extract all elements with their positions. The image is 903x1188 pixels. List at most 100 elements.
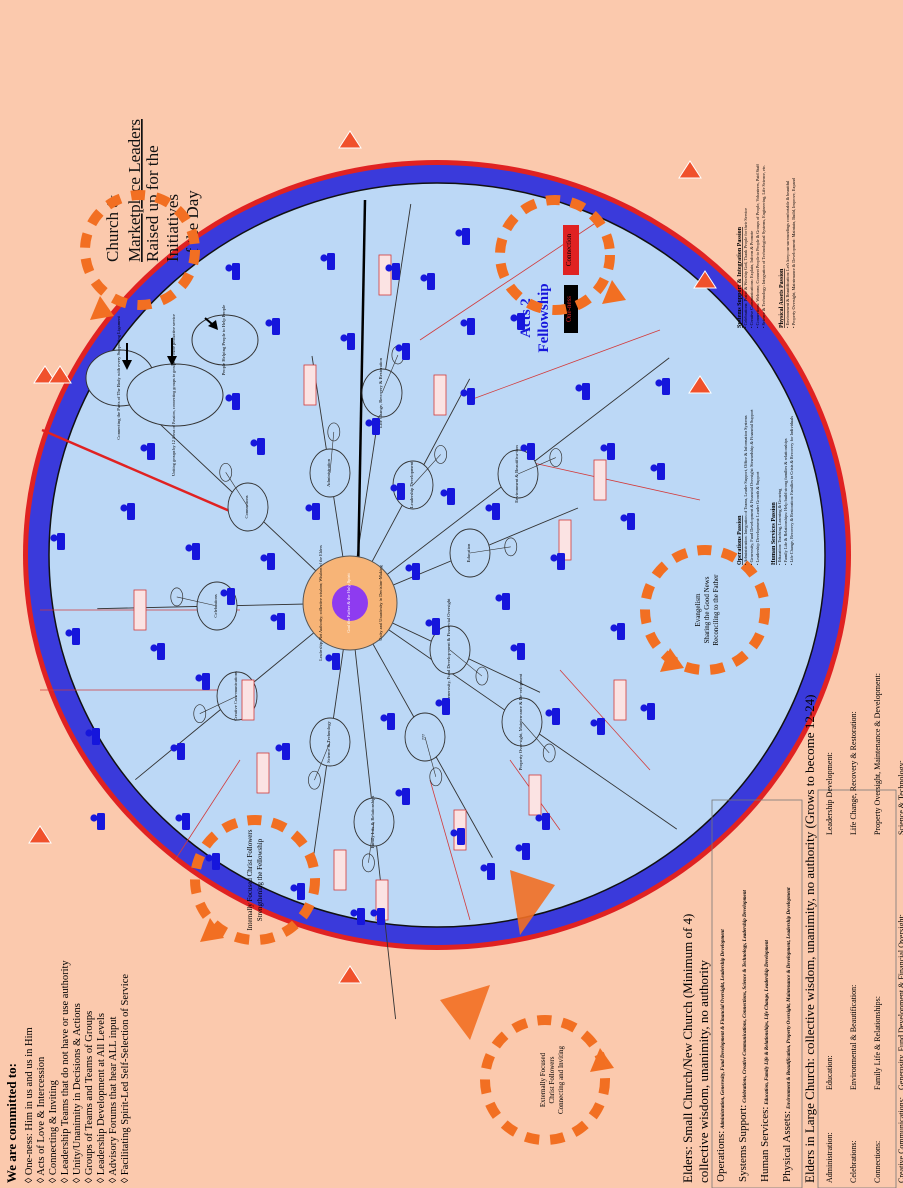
svg-text:Systems Support: Celeb: Systems Support: Celebrations, Creative … [737,890,749,1182]
es-human-label: Human Services: [759,1107,771,1182]
evangelism-line3: Reconciling to the Father [712,574,720,646]
dashed-circle [480,1015,610,1145]
person-icon [420,273,435,290]
dashed-circle [640,545,770,675]
person-icon [655,378,670,395]
ministry-label: Connections [244,495,249,518]
edge-triangle [338,130,362,149]
person-icon [520,443,535,460]
person-icon [650,463,665,480]
edge-triangle [28,825,52,844]
elders-small-block: Elders: Small Church/New Church (Minimum… [680,799,803,1188]
hub-ring-bottom: Unity and Unanimity in Decision-Making [378,565,383,641]
external-line1: Externally Focused [539,1052,547,1107]
person-icon [275,743,290,760]
person-icon [405,563,420,580]
hub-center-label: God the Father & the Holy Spirit [346,573,351,633]
passion-title: Human Services Passion [771,502,777,565]
person-icon [250,438,265,455]
ministry-label: Life Change, Recovery & Restoration [378,357,384,427]
person-icon [325,653,340,670]
evangelism-line2: Sharing the Good News [703,576,711,643]
person-icon [440,488,455,505]
committee-box [241,679,255,721]
svg-text:Physical Assets: Envir: Physical Assets: Environment & Beautific… [781,887,793,1182]
person-icon [590,718,605,735]
elders-large-item: Education: [825,1055,834,1090]
svg-text:Human Services: Educat: Human Services: Education, Family Life &… [759,939,771,1182]
committee-box [613,679,627,721]
person-icon [600,443,615,460]
group-people-helping: People Helping People to Help People [221,305,226,376]
passion-item: • Environment & Beautification: Let's ke… [785,180,790,328]
group-uniting: Uniting groups by 12 Areas of Passion, c… [171,314,177,476]
person-icon [460,388,475,405]
internal-label: Internally Focused Christ Followers Stre… [246,829,264,930]
passion-item: • Creative Communications: Explain, Info… [749,231,755,328]
committee-box [378,254,392,296]
elders-large-item: Property Oversight, Maintenance & Develo… [873,673,882,835]
passion-item: • Property Oversight, Maintenance & Deve… [791,177,797,328]
elders-large-item: Life Change, Recovery & Restoration: [849,711,858,835]
commitment-item: ◊ Groups of Teams and Teams of Groups [84,1011,95,1183]
elders-large-item: Generosity, Fund Development & Financial… [897,914,903,1090]
commitment-item: ◊ One-ness: Him in us and us in Him [24,1027,35,1183]
connection-label: Connection [565,233,573,266]
person-icon [90,813,105,830]
passion-item: • Connections: Welcome, Connect People t… [755,164,761,328]
committee-box [433,374,447,416]
person-icon [320,253,335,270]
es-physical-text: Environment & Beautification, Property O… [787,887,792,1110]
ministry-label: Property Over-sight, Mainten-ance & De-v… [518,673,524,770]
oneness-button[interactable]: One-ness [564,285,578,333]
group-bubbles: Connecting the Parts of The Body with ev… [85,305,259,476]
passion-item: • Family Life & Relationships: Help buil… [783,438,788,565]
es-systems-text: Celebrations, Creative Communications, C… [743,890,748,1103]
person-icon [305,503,320,520]
connection-button[interactable]: Connection [563,225,579,275]
arrow-head [90,296,114,320]
person-icon [395,788,410,805]
person-icon [485,503,500,520]
ministry-label: Science & Technology [326,720,331,762]
passion-title: Physical Assets Passion [779,268,785,328]
person-icon [510,643,525,660]
person-icon [350,908,365,925]
title-line5: of the Day [183,190,202,262]
internal-line1: Internally Focused Christ Followers [246,829,254,930]
passion-item: • Celebrations: Praise & Worship God, Th… [743,208,749,328]
passions-block: Operations Passion • Administration: Inte… [737,164,797,565]
ministry-label: Generosity, Fund Develop-ment & Finan-ci… [446,598,452,702]
person-icon [195,673,210,690]
person-icon [425,618,440,635]
person-icon [220,588,235,605]
passion-item: • Administration: Integration of Teams, … [743,415,749,565]
elders-large-block: Elders in Large Church: collective wisdo… [802,673,903,1188]
person-icon [150,643,165,660]
person-icon [620,513,635,530]
passion-item: • Leadership Development: Leader Growth … [755,471,760,565]
hub: God the Father & the Holy Spirit Leaders… [302,545,398,661]
ministry-label: Environment & Beautifica-tion [514,445,519,503]
elders-large-item: Environmental & Beautification: [849,985,858,1090]
title-line1: Church & [103,194,122,262]
dashed-circles [80,190,770,1145]
person-icon [225,393,240,410]
elders-small-title: Elders: Small Church/New Church (Minimum… [680,914,695,1183]
edge-triangle [678,160,702,179]
person-icon [550,553,565,570]
committee-box [333,849,347,891]
edge-triangles [28,130,717,984]
person-icon [450,828,465,845]
internal-line2: Strengthening the Fellowship [256,838,264,921]
ministry-label: Administration [326,458,331,487]
elders-large-item: Leadership Development: [825,752,834,835]
commitments-heading: We are committed to: [4,1063,19,1183]
edge-triangle [48,365,72,384]
person-icon [85,728,100,745]
elders-large-item: Administration: [825,1132,834,1183]
arrow-head [602,280,626,304]
elders-large-item: Creative Communications: [897,1097,903,1183]
